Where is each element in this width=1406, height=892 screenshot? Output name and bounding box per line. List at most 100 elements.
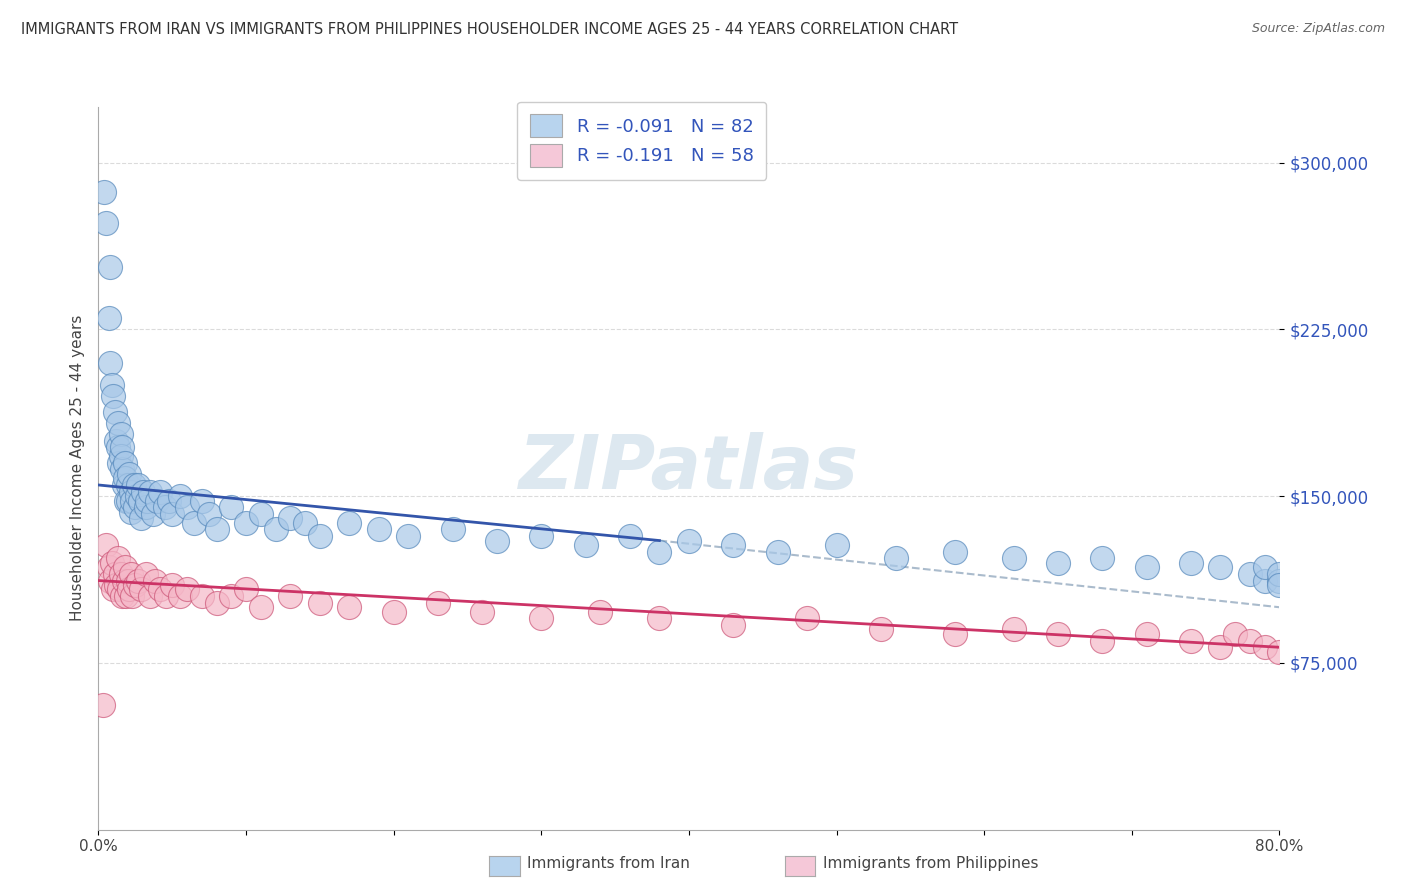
- Point: [117, 574, 139, 588]
- Point: [127, 574, 149, 588]
- Point: [114, 471, 136, 485]
- Point: [135, 500, 157, 515]
- Point: [1180, 556, 1202, 570]
- Point: [205, 596, 228, 610]
- Point: [98, 574, 121, 588]
- Legend: R = -0.091   N = 82, R = -0.191   N = 58: R = -0.091 N = 82, R = -0.191 N = 58: [517, 102, 766, 179]
- Point: [1225, 627, 1247, 641]
- Point: [103, 389, 125, 403]
- Point: [486, 533, 509, 548]
- Point: [104, 404, 127, 418]
- Point: [589, 605, 612, 619]
- Point: [114, 456, 136, 470]
- Point: [427, 596, 450, 610]
- Point: [111, 462, 134, 476]
- Text: IMMIGRANTS FROM IRAN VS IMMIGRANTS FROM PHILIPPINES HOUSEHOLDER INCOME AGES 25 -: IMMIGRANTS FROM IRAN VS IMMIGRANTS FROM …: [21, 22, 959, 37]
- Point: [530, 529, 553, 543]
- Point: [162, 578, 183, 592]
- Point: [1268, 574, 1291, 588]
- Text: Immigrants from Philippines: Immigrants from Philippines: [823, 856, 1038, 871]
- Point: [205, 523, 228, 537]
- Point: [235, 516, 257, 530]
- Point: [264, 523, 287, 537]
- Point: [825, 538, 848, 552]
- Point: [149, 582, 172, 597]
- Point: [309, 529, 332, 543]
- Point: [1136, 627, 1159, 641]
- Point: [235, 582, 257, 597]
- Point: [97, 560, 120, 574]
- Point: [619, 529, 641, 543]
- Point: [1268, 566, 1291, 581]
- Point: [98, 356, 121, 370]
- Point: [112, 574, 135, 588]
- Point: [723, 538, 745, 552]
- Point: [1002, 551, 1025, 566]
- Point: [120, 505, 142, 519]
- Point: [93, 185, 115, 199]
- Point: [1209, 560, 1232, 574]
- Point: [191, 493, 214, 508]
- Point: [139, 484, 162, 499]
- Point: [149, 484, 172, 499]
- Point: [120, 484, 142, 499]
- Point: [1268, 645, 1291, 659]
- Point: [1268, 578, 1291, 592]
- Point: [94, 216, 117, 230]
- Point: [112, 478, 135, 492]
- Point: [1209, 640, 1232, 655]
- Point: [143, 574, 166, 588]
- Point: [110, 566, 132, 581]
- Point: [294, 516, 316, 530]
- Point: [678, 533, 700, 548]
- Point: [796, 611, 818, 625]
- Point: [183, 516, 205, 530]
- Point: [103, 582, 125, 597]
- Text: Immigrants from Iran: Immigrants from Iran: [527, 856, 690, 871]
- Point: [117, 493, 139, 508]
- Point: [280, 511, 302, 525]
- Point: [198, 507, 221, 521]
- Point: [870, 623, 893, 637]
- Point: [153, 500, 176, 515]
- Point: [943, 627, 966, 641]
- Point: [91, 698, 114, 712]
- Point: [309, 596, 332, 610]
- Point: [107, 440, 129, 454]
- Point: [441, 523, 464, 537]
- Point: [1091, 551, 1114, 566]
- Point: [124, 500, 146, 515]
- Point: [339, 600, 361, 615]
- Point: [132, 484, 155, 499]
- Point: [111, 589, 134, 603]
- Point: [100, 378, 122, 392]
- Point: [121, 493, 143, 508]
- Point: [100, 556, 122, 570]
- Point: [115, 493, 138, 508]
- Point: [120, 566, 142, 581]
- Point: [122, 478, 145, 492]
- Point: [1254, 574, 1277, 588]
- Point: [105, 578, 128, 592]
- Point: [124, 578, 146, 592]
- Point: [191, 589, 214, 603]
- Point: [648, 544, 671, 558]
- Point: [157, 493, 180, 508]
- Point: [108, 582, 131, 597]
- Point: [125, 489, 148, 503]
- Point: [94, 538, 117, 552]
- Point: [280, 589, 302, 603]
- Point: [105, 434, 128, 448]
- Point: [471, 605, 494, 619]
- Point: [250, 507, 273, 521]
- Point: [169, 489, 191, 503]
- Point: [723, 618, 745, 632]
- Point: [110, 426, 132, 441]
- Point: [110, 449, 132, 463]
- Point: [221, 500, 243, 515]
- Point: [98, 260, 121, 274]
- Point: [104, 566, 127, 581]
- Text: ZIPatlas: ZIPatlas: [519, 432, 859, 505]
- Point: [382, 605, 405, 619]
- Point: [884, 551, 907, 566]
